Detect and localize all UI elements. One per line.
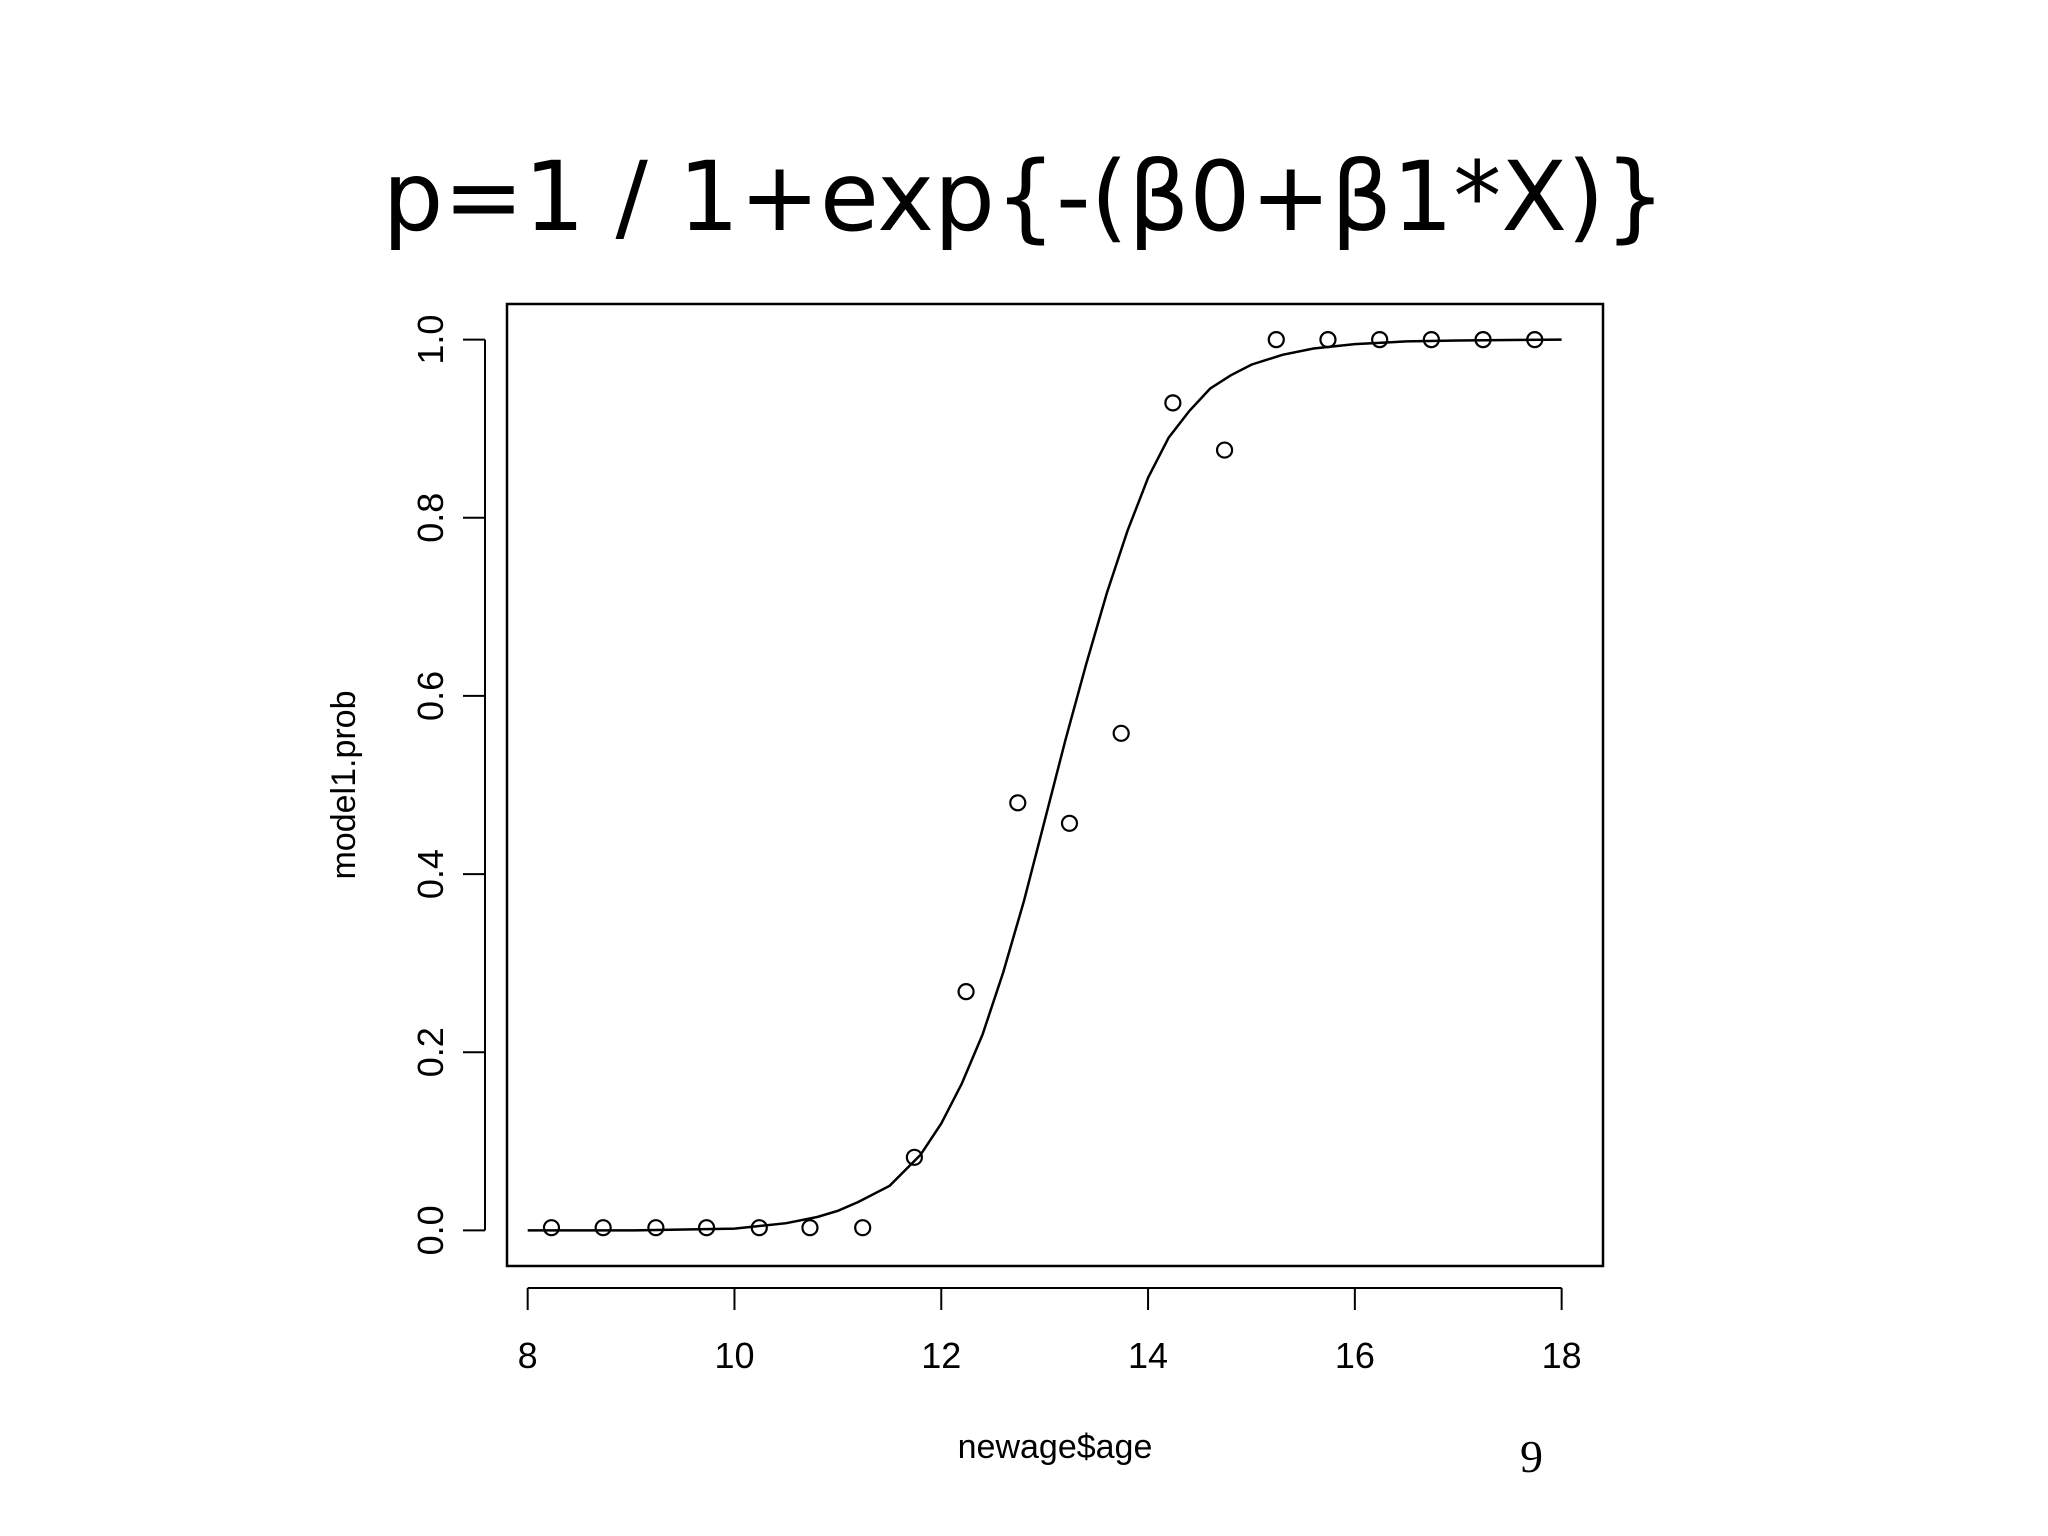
x-tick-label: 16 (1335, 1335, 1375, 1376)
data-point (1060, 814, 1079, 832)
data-point (1164, 394, 1182, 412)
data-point (1267, 331, 1285, 349)
y-tick-label: 0.8 (410, 493, 451, 543)
data-point (1319, 331, 1337, 349)
data-point (1215, 441, 1234, 459)
x-tick-label: 10 (714, 1335, 754, 1376)
x-tick-label: 14 (1128, 1335, 1168, 1376)
x-axis-label: newage$age (958, 1428, 1153, 1466)
data-point (957, 983, 975, 1001)
page-number: 9 (1520, 1431, 1543, 1482)
data-point (1112, 724, 1130, 742)
y-tick-label: 0.6 (410, 671, 451, 721)
data-point (542, 1219, 561, 1237)
plot-frame (505, 302, 1605, 1268)
data-point (594, 1219, 612, 1237)
x-tick-label: 18 (1542, 1335, 1582, 1376)
y-tick-label: 0.0 (410, 1205, 451, 1255)
data-point (854, 1219, 872, 1237)
y-axis-label: model1.prob (325, 690, 363, 879)
data-point (697, 1219, 716, 1237)
data-point (801, 1219, 819, 1237)
data-point (1009, 794, 1027, 812)
x-tick-label: 8 (518, 1335, 538, 1376)
data-point (647, 1219, 665, 1237)
data-point (905, 1148, 923, 1166)
x-tick-label: 12 (921, 1335, 961, 1376)
y-tick-label: 0.2 (410, 1027, 451, 1077)
fitted-curve-line (527, 338, 1562, 1232)
y-tick-label: 0.4 (410, 849, 451, 899)
y-tick-label: 1.0 (410, 315, 451, 365)
slide-title: p=1 / 1+exp{-(β0+β1*X)} (382, 141, 1666, 253)
data-point (1371, 331, 1389, 349)
